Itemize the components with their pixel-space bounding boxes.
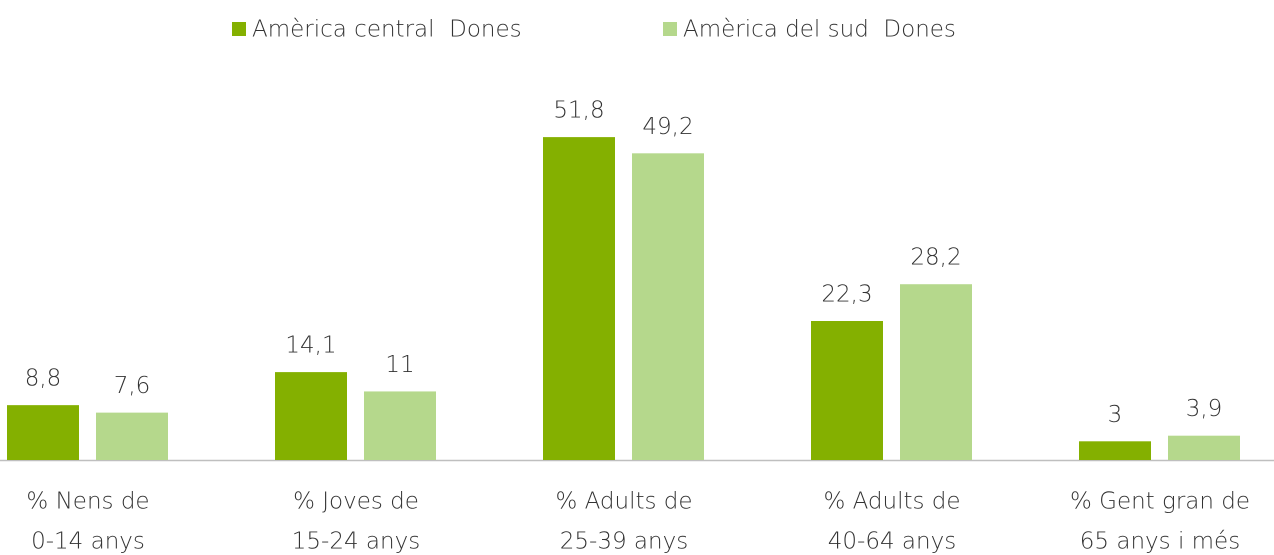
data-label: 3,9 <box>1186 396 1223 422</box>
bar <box>275 372 347 460</box>
x-tick-label: 0-14 anys <box>31 529 145 555</box>
legend-label: Amèrica del sud Dones <box>683 17 956 43</box>
data-label: 14,1 <box>285 333 336 359</box>
data-label: 11 <box>385 352 414 378</box>
bar <box>811 320 883 460</box>
bar <box>543 137 615 460</box>
x-tick-label: % Nens de <box>26 489 149 515</box>
bar <box>364 391 436 460</box>
bar <box>7 405 79 460</box>
x-tick-label: % Adults de <box>555 489 692 515</box>
bar <box>632 153 704 460</box>
data-label: 3 <box>1108 402 1123 428</box>
x-tick-label: 40-64 anys <box>828 529 956 555</box>
x-tick-label: % Joves de <box>293 489 419 515</box>
data-label: 22,3 <box>821 281 872 307</box>
x-tick-label: 65 anys i més <box>1080 529 1240 555</box>
bar <box>96 412 168 460</box>
bar <box>900 284 972 460</box>
legend-swatch <box>663 22 677 36</box>
bar <box>1079 441 1151 460</box>
bar <box>1168 435 1240 460</box>
data-label: 49,2 <box>642 114 693 140</box>
legend-swatch <box>232 22 246 36</box>
data-label: 7,6 <box>114 373 151 399</box>
data-label: 8,8 <box>25 366 62 392</box>
x-tick-label: % Adults de <box>823 489 960 515</box>
x-tick-label: 25-39 anys <box>560 529 688 555</box>
x-tick-label: 15-24 anys <box>292 529 420 555</box>
legend-label: Amèrica central Dones <box>252 17 522 43</box>
data-label: 28,2 <box>910 245 961 271</box>
data-label: 51,8 <box>553 98 604 124</box>
x-tick-label: % Gent gran de <box>1070 489 1250 515</box>
